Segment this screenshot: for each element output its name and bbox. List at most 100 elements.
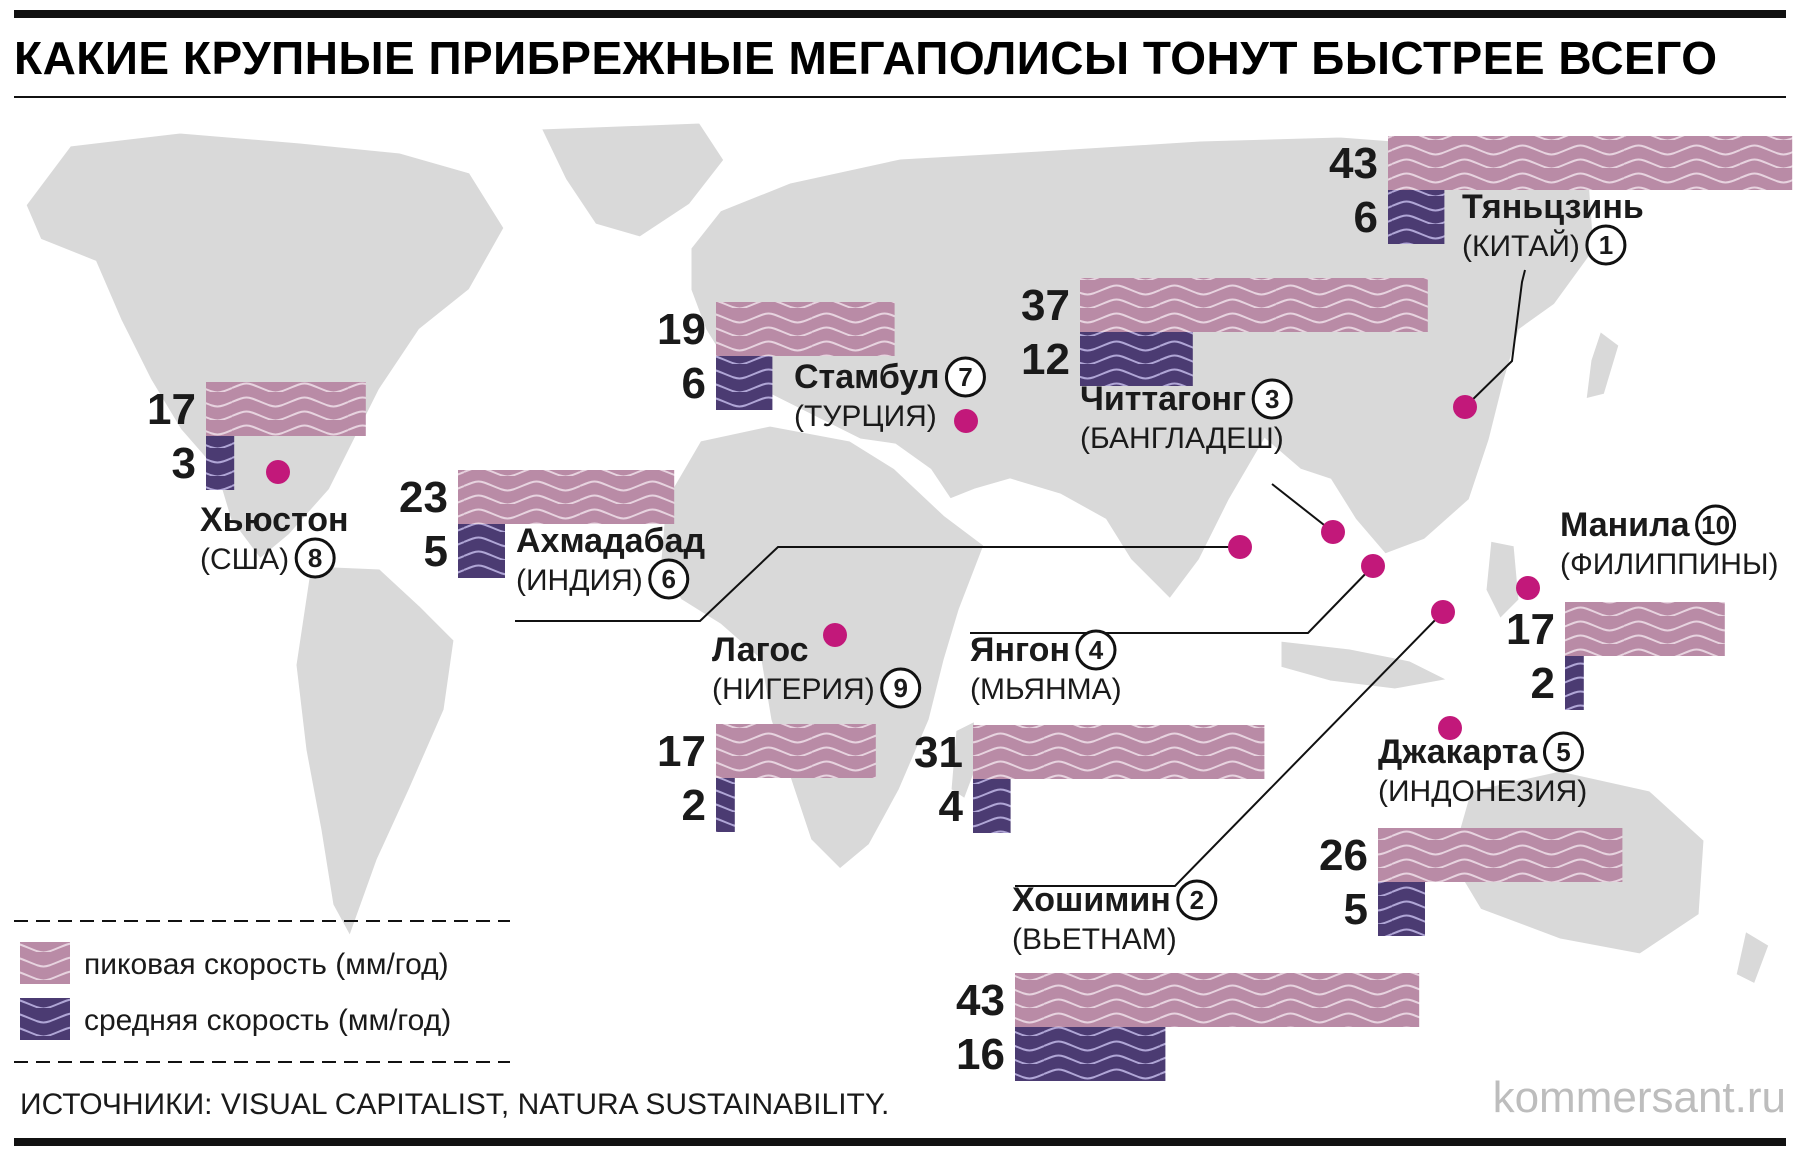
value-peak-8: 17 <box>147 385 196 434</box>
city-name-7: Стамбул <box>794 358 939 396</box>
country-name-3: (БАНГЛАДЕШ) <box>1080 422 1284 455</box>
bar-avg-6 <box>458 524 505 578</box>
value-avg-1: 6 <box>1354 193 1378 242</box>
city-dot-4 <box>1361 554 1385 578</box>
country-name-1: (КИТАЙ) <box>1462 229 1580 263</box>
value-avg-10: 2 <box>1531 659 1555 708</box>
rank-number: 8 <box>308 543 322 573</box>
rank-circle <box>944 356 986 398</box>
city-annotations: 436 Тяньцзинь(КИТАЙ) 14316Хошимин(ВЬЕТНАМ)… <box>147 136 1793 1081</box>
leader-line-2 <box>1015 611 1444 887</box>
bar-avg-1 <box>1388 190 1445 244</box>
city-name-5: Джакарта <box>1378 733 1539 771</box>
country-name-9: (НИГЕРИЯ) <box>712 673 875 706</box>
source-note: ИСТОЧНИКИ: VISUAL CAPITALIST, NATURA SUS… <box>20 1088 889 1121</box>
value-peak-7: 19 <box>657 305 706 354</box>
country-name-5: (ИНДОНЕЗИЯ) <box>1378 775 1587 808</box>
rank-badge-1: 1 <box>1585 224 1627 266</box>
value-avg-2: 16 <box>956 1030 1005 1079</box>
bar-peak-7 <box>716 302 895 356</box>
bar-peak-9 <box>716 724 876 778</box>
rank-badge-2: 2 <box>1176 879 1218 921</box>
rank-number: 5 <box>1556 737 1570 767</box>
value-avg-8: 3 <box>172 439 196 488</box>
rank-number: 2 <box>1190 885 1204 915</box>
rank-number: 9 <box>893 673 907 703</box>
rank-number: 10 <box>1701 510 1730 540</box>
bar-peak-2 <box>1015 973 1420 1027</box>
value-peak-5: 26 <box>1319 831 1368 880</box>
rank-badge-7: 7 <box>944 356 986 398</box>
bar-peak-8 <box>206 382 366 436</box>
rank-badge-5: 5 <box>1542 731 1584 773</box>
value-avg-6: 5 <box>424 527 448 576</box>
bar-avg-5 <box>1378 882 1425 936</box>
rank-circle <box>1542 731 1584 773</box>
city-dot-5 <box>1438 716 1462 740</box>
city-name-6: Ахмадабад <box>516 522 705 560</box>
bar-avg-7 <box>716 356 773 410</box>
city-dot-7 <box>954 409 978 433</box>
legend-label-peak: пиковая скорость (мм/год) <box>84 948 449 981</box>
country-name-4: (МЬЯНМА) <box>970 673 1122 706</box>
rank-circle <box>1075 629 1117 671</box>
city-name-1: Тяньцзинь <box>1462 188 1644 226</box>
world-map <box>23 120 1772 988</box>
rank-circle <box>648 558 690 600</box>
value-avg-7: 6 <box>682 359 706 408</box>
city-name-4: Янгон <box>970 631 1070 669</box>
legend-label-avg: средняя скорость (мм/год) <box>84 1004 451 1037</box>
bar-avg-3 <box>1080 332 1193 386</box>
leader-lines <box>515 269 1526 887</box>
rank-badge-4: 4 <box>1075 629 1117 671</box>
value-peak-10: 17 <box>1506 605 1555 654</box>
rank-circle <box>1176 879 1218 921</box>
legend-swatch-avg <box>20 998 70 1040</box>
rank-badge-3: 3 <box>1251 378 1293 420</box>
country-name-7: (ТУРЦИЯ) <box>794 400 937 433</box>
map-africa <box>658 423 987 873</box>
city-name-3: Читтагонг <box>1080 380 1246 418</box>
value-peak-2: 43 <box>956 976 1005 1025</box>
map-indonesia <box>1278 638 1455 692</box>
brand-watermark: kommersant.ru <box>1493 1073 1786 1122</box>
value-avg-3: 12 <box>1021 335 1070 384</box>
bar-avg-2 <box>1015 1027 1166 1081</box>
bar-peak-5 <box>1378 828 1623 882</box>
bar-peak-1 <box>1388 136 1793 190</box>
rank-number: 7 <box>958 362 972 392</box>
city-name-8: Хьюстон <box>200 501 349 539</box>
leader-line-6 <box>515 546 1240 622</box>
bar-avg-8 <box>206 436 235 490</box>
value-avg-5: 5 <box>1344 885 1368 934</box>
value-avg-4: 4 <box>939 782 964 831</box>
rank-number: 6 <box>662 564 676 594</box>
map-new-zealand <box>1733 927 1772 988</box>
value-avg-9: 2 <box>682 781 706 830</box>
rank-circle <box>1695 504 1737 546</box>
map-north-america <box>23 130 507 563</box>
leader-line-3 <box>1271 483 1334 533</box>
value-peak-4: 31 <box>914 728 963 777</box>
leader-line-4 <box>970 565 1374 634</box>
city-dot-2 <box>1431 600 1455 624</box>
rank-circle <box>1251 378 1293 420</box>
rank-badge-9: 9 <box>880 667 922 709</box>
rank-circle <box>1585 224 1627 266</box>
country-name-6: (ИНДИЯ) <box>516 564 643 597</box>
bar-avg-9 <box>716 778 735 832</box>
value-peak-1: 43 <box>1329 139 1378 188</box>
country-name-8: (США) <box>200 543 289 576</box>
top-rule <box>14 10 1786 18</box>
rank-circle <box>880 667 922 709</box>
rank-badge-6: 6 <box>648 558 690 600</box>
title-rule <box>14 96 1786 98</box>
map-south-america <box>293 563 457 942</box>
leader-line-1 <box>1464 269 1526 408</box>
rank-circle <box>294 537 336 579</box>
map-greenland <box>537 120 727 240</box>
city-dot-9 <box>823 623 847 647</box>
rank-badge-10: 10 <box>1695 504 1737 546</box>
country-name-2: (ВЬЕТНАМ) <box>1012 923 1177 956</box>
